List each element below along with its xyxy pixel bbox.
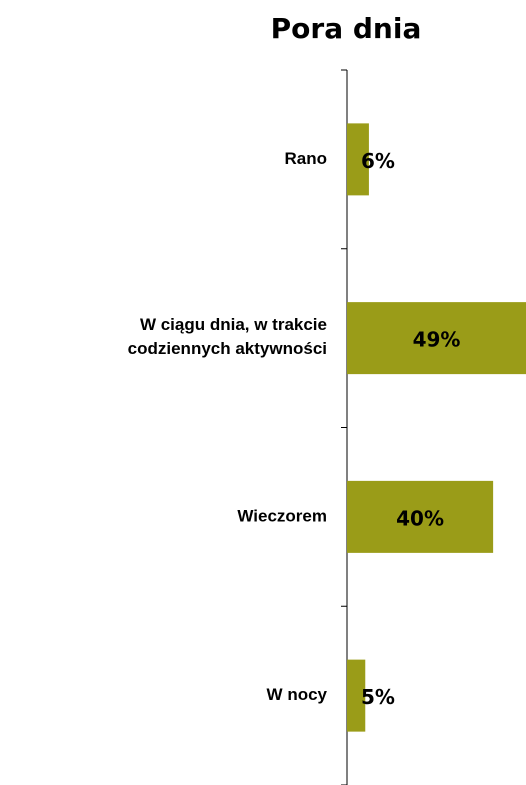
value-label: 5% xyxy=(361,685,395,709)
bar xyxy=(347,302,526,375)
value-label: 6% xyxy=(361,149,395,173)
bar xyxy=(347,123,369,196)
category-label: Rano xyxy=(285,149,328,168)
bar xyxy=(347,480,494,553)
value-label: 40% xyxy=(396,506,444,530)
value-label: 49% xyxy=(413,328,461,352)
bar xyxy=(347,659,366,732)
category-label: W ciągu dnia, w trakcie codziennych aktyw… xyxy=(128,316,327,359)
chart-title: Pora dnia xyxy=(271,12,422,45)
category-label: W nocy xyxy=(267,685,328,704)
category-label: Wieczorem xyxy=(237,506,327,525)
